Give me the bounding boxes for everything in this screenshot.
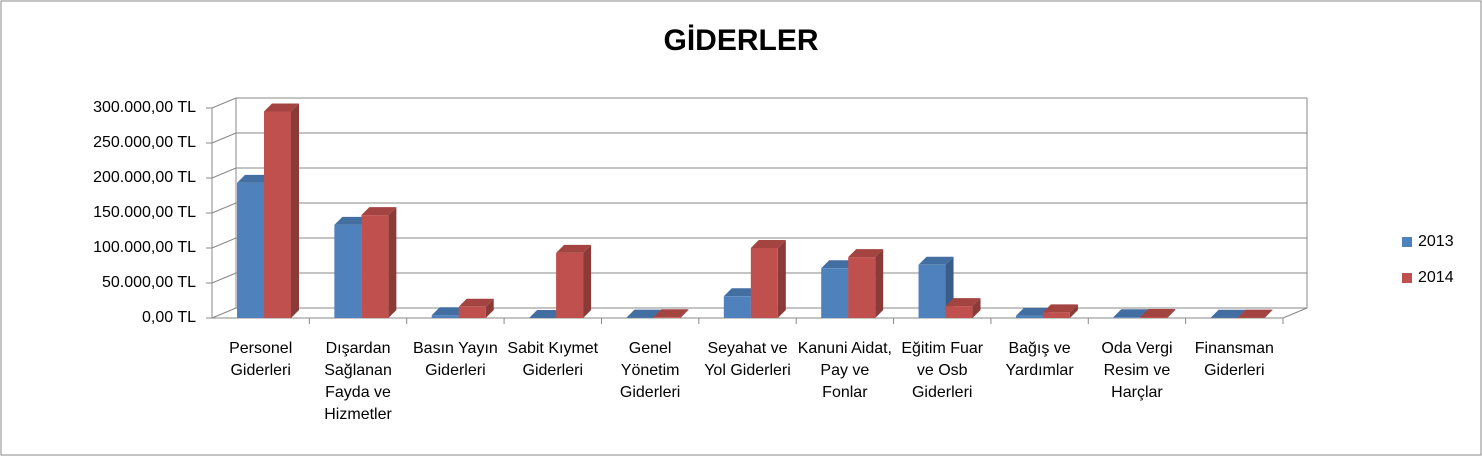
chart-title: GİDERLER	[663, 24, 818, 57]
bar-side	[485, 298, 494, 318]
x-tick-label: Kanuni Aidat, Pay ve Fonlar	[797, 340, 892, 401]
grid-line-side	[211, 272, 237, 284]
bar	[750, 248, 778, 318]
y-tick-label: 300.000,00 TL	[93, 99, 196, 116]
bar-top	[237, 174, 272, 183]
bar-top	[626, 309, 662, 318]
bar	[945, 306, 973, 318]
bar	[821, 268, 849, 318]
x-tick-label: Basın Yayın Giderleri	[413, 340, 498, 379]
bar-top	[750, 240, 786, 248]
y-tick-label: 150.000,00 TL	[93, 204, 196, 221]
bar-top	[458, 298, 494, 307]
bar-side	[777, 240, 786, 318]
bar	[1113, 317, 1141, 318]
bar-top	[556, 244, 592, 253]
bar-top	[821, 260, 857, 269]
y-tick-label: 250.000,00 TL	[93, 134, 196, 151]
x-tick-label: Bağış ve Yardımlar	[1005, 340, 1074, 379]
grid-line-side	[211, 167, 237, 179]
bar-side	[291, 103, 299, 318]
x-tick-label: Dışardan Sağlanan Fayda ve Hizmetler	[324, 340, 392, 423]
bar-top	[1113, 309, 1149, 318]
bar-side	[1069, 304, 1078, 318]
x-tick-label: Seyahat ve Yol Giderleri	[704, 340, 791, 379]
legend-label: 2013	[1418, 233, 1454, 250]
bar	[1140, 316, 1168, 318]
bar-side	[583, 244, 592, 318]
bar-side	[972, 298, 981, 318]
bar	[361, 215, 389, 318]
grid-line-side	[211, 132, 237, 144]
floor-right	[1282, 307, 1308, 319]
legend-swatch	[1402, 237, 1412, 247]
grid-line-side	[211, 202, 237, 214]
bar-side	[388, 207, 397, 318]
x-tick-label: Eğitim Fuar ve Osb Giderleri	[901, 340, 984, 401]
bar	[334, 224, 362, 318]
y-tick-label: 0,00 TL	[142, 309, 196, 326]
bar-top	[1237, 309, 1273, 318]
bar	[653, 317, 681, 318]
bar-top	[334, 216, 370, 225]
x-tick-label: Oda Vergi Resim ve Harçlar	[1101, 340, 1173, 401]
bar-side	[1264, 309, 1273, 318]
bar-top	[918, 256, 954, 265]
legend-swatch	[1402, 273, 1412, 283]
x-tick-label: Finansman Giderleri	[1194, 340, 1274, 379]
bar	[723, 296, 751, 318]
bar-top	[1140, 308, 1176, 317]
bar-side	[680, 309, 689, 318]
bar-top	[848, 249, 884, 258]
y-tick-label: 100.000,00 TL	[93, 239, 196, 256]
bar-top	[264, 103, 299, 112]
y-tick-label: 200.000,00 TL	[93, 169, 196, 186]
x-tick-label: Sabit Kıymet Giderleri	[507, 340, 599, 379]
bar-side	[1167, 308, 1176, 318]
y-tick-label: 50.000,00 TL	[102, 274, 196, 291]
grid-line-side	[211, 97, 237, 109]
bar	[918, 264, 946, 318]
bar-side	[875, 249, 884, 318]
bar-top	[653, 309, 689, 318]
bar-top	[431, 307, 467, 316]
bar	[237, 182, 264, 318]
bar	[848, 257, 876, 318]
bar-top	[945, 298, 981, 307]
grid-line-side	[211, 237, 237, 249]
bar-top	[1210, 309, 1246, 318]
bar	[1042, 312, 1070, 318]
bar	[1015, 315, 1043, 318]
x-tick-label: Genel Yönetim Giderleri	[619, 340, 681, 401]
x-tick-label: Personel Giderleri	[229, 340, 293, 379]
grid-line-side	[211, 307, 237, 319]
bar	[458, 306, 486, 318]
bar	[264, 111, 291, 318]
bar	[556, 252, 584, 318]
bar-top	[1042, 304, 1078, 313]
bar-top	[1015, 307, 1051, 316]
bar-top	[529, 310, 565, 318]
bar-top	[723, 288, 759, 297]
bar-top	[361, 207, 397, 216]
legend-label: 2014	[1418, 269, 1454, 286]
bar	[431, 315, 459, 318]
